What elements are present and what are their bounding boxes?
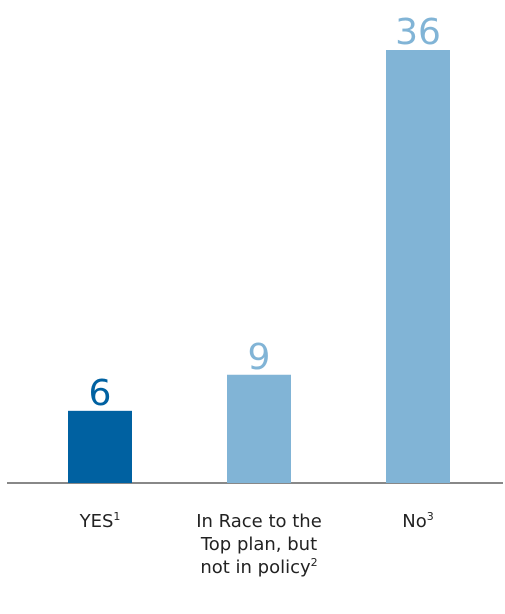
category-label-line: No3 bbox=[402, 510, 434, 532]
data-label-3: 36 bbox=[395, 12, 441, 53]
category-label-3: No3 bbox=[343, 510, 493, 533]
bar-3 bbox=[386, 50, 450, 483]
footnote-marker: 1 bbox=[113, 510, 121, 523]
category-label-line: not in policy2 bbox=[200, 556, 318, 578]
category-label-line: In Race to the bbox=[196, 511, 322, 532]
category-label-line: YES1 bbox=[79, 510, 121, 532]
data-label-2: 9 bbox=[248, 337, 271, 378]
category-label-1: YES1 bbox=[25, 510, 175, 533]
bar-2 bbox=[227, 374, 291, 483]
category-label-line: Top plan, but bbox=[200, 534, 318, 555]
footnote-marker: 3 bbox=[426, 510, 434, 523]
data-label-1: 6 bbox=[89, 373, 112, 414]
category-label-2: In Race to the Top plan, but not in policy… bbox=[184, 510, 334, 579]
footnote-marker: 2 bbox=[310, 556, 318, 569]
bar-1 bbox=[68, 410, 132, 483]
